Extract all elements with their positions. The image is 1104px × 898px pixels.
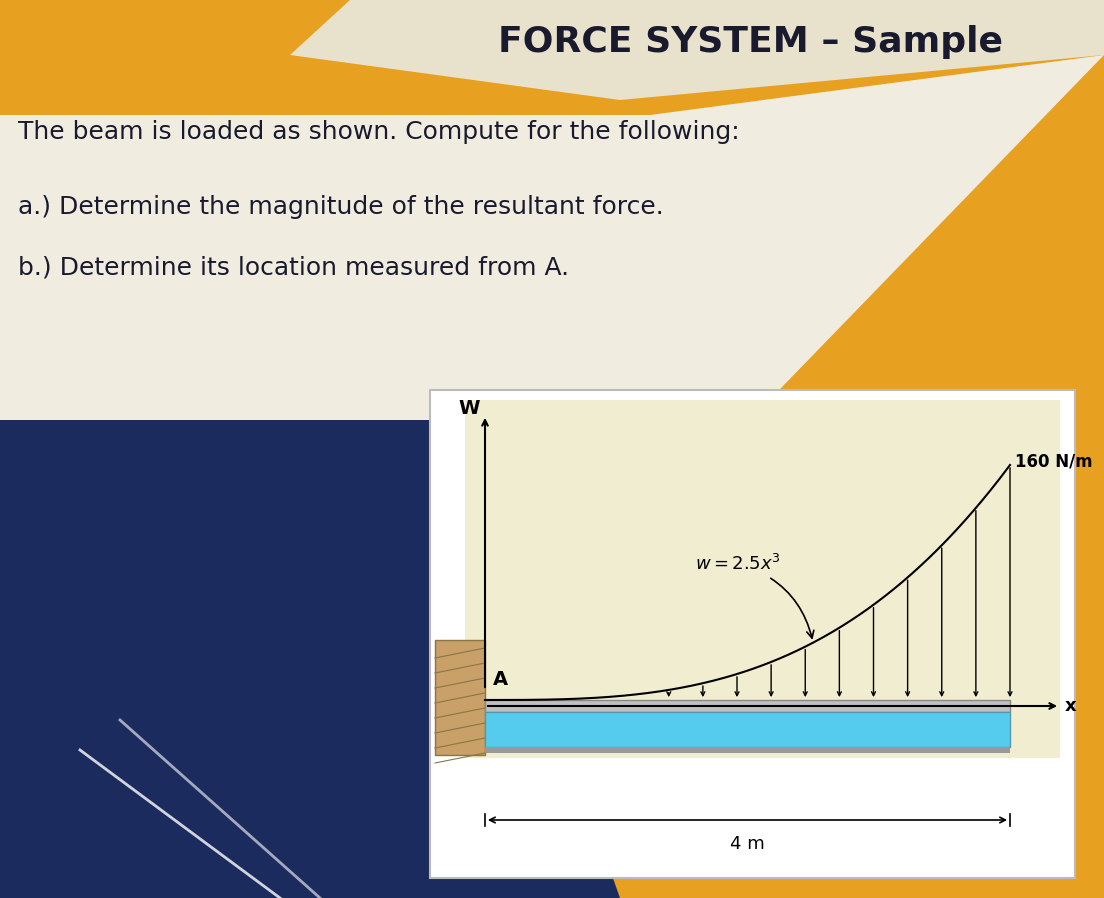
Polygon shape (0, 390, 620, 898)
Text: $w = 2.5x^3$: $w = 2.5x^3$ (696, 554, 814, 638)
Text: W: W (458, 399, 480, 418)
Bar (465, 400, 1060, 758)
Text: 160 N/m: 160 N/m (1015, 452, 1093, 470)
Text: 4 m: 4 m (730, 835, 765, 853)
Bar (485, 747, 1010, 753)
Bar (485, 712, 1010, 747)
Bar (435, 640, 485, 755)
Text: x: x (1065, 697, 1076, 715)
Text: a.) Determine the magnitude of the resultant force.: a.) Determine the magnitude of the resul… (18, 195, 664, 219)
Text: The beam is loaded as shown. Compute for the following:: The beam is loaded as shown. Compute for… (18, 120, 740, 144)
Polygon shape (0, 0, 1104, 115)
Text: b.) Determine its location measured from A.: b.) Determine its location measured from… (18, 255, 570, 279)
Bar (429, 390, 1075, 878)
Text: FORCE SYSTEM – Sample: FORCE SYSTEM – Sample (498, 25, 1002, 59)
Polygon shape (0, 0, 1104, 420)
Text: A: A (493, 670, 508, 689)
Bar (485, 700, 1010, 712)
Polygon shape (290, 0, 1104, 100)
